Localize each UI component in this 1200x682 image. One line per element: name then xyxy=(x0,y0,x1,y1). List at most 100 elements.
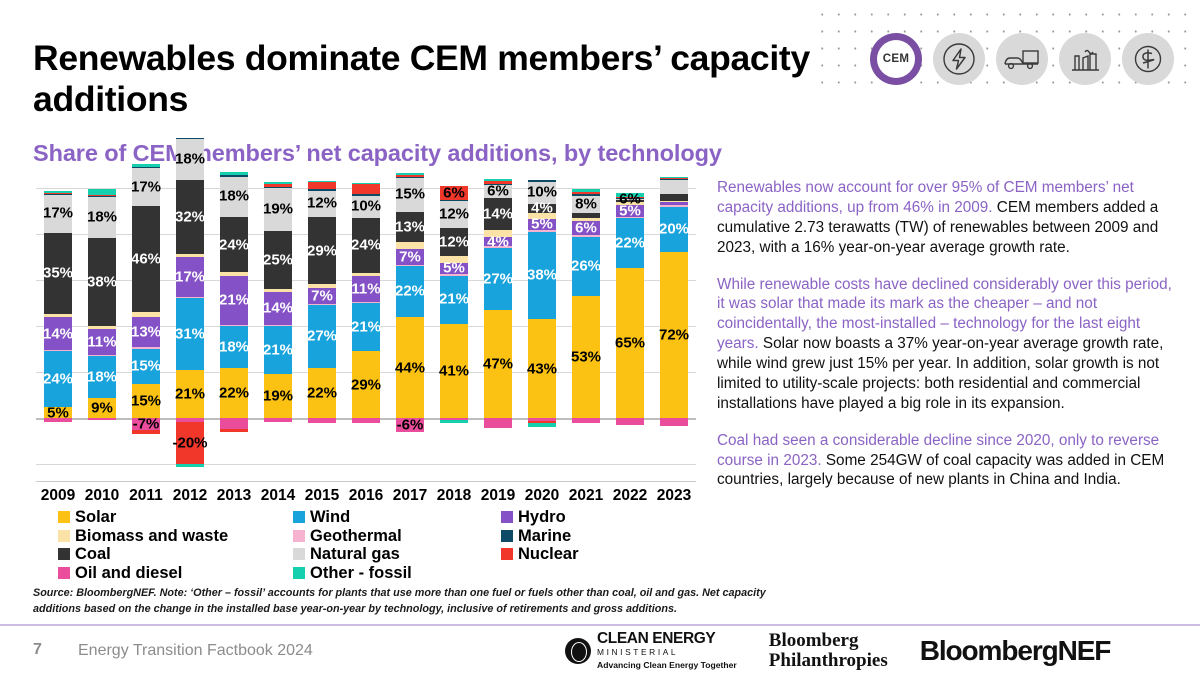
bar-segment[interactable] xyxy=(352,302,380,352)
bar-segment[interactable] xyxy=(396,211,424,242)
bar-segment[interactable] xyxy=(572,194,600,214)
bar-segment[interactable] xyxy=(220,324,248,327)
bar-column[interactable]: 72% 20% xyxy=(652,176,696,476)
bar-segment[interactable] xyxy=(88,237,116,326)
bar-segment[interactable] xyxy=(572,296,600,419)
bar-segment[interactable] xyxy=(440,199,468,202)
bar-column[interactable]: 5% 24% 14% 35% 17% xyxy=(36,176,80,476)
bar-segment[interactable] xyxy=(572,192,600,195)
bar-segment[interactable] xyxy=(88,189,116,195)
legend-item[interactable]: Hydro xyxy=(501,508,691,527)
bar-segment[interactable] xyxy=(132,163,160,167)
bar-segment[interactable] xyxy=(44,313,72,318)
bar-segment[interactable] xyxy=(44,317,72,350)
bar-segment[interactable] xyxy=(616,418,644,426)
bar-segment[interactable] xyxy=(132,347,160,350)
bar-segment[interactable] xyxy=(220,367,248,419)
bar-segment[interactable] xyxy=(308,180,336,183)
bar-segment[interactable] xyxy=(352,351,380,419)
bar-column[interactable]: -6% 44% 22% 7% 13% 15% xyxy=(388,172,432,476)
bar-segment[interactable] xyxy=(264,182,292,184)
bar-segment[interactable] xyxy=(264,183,292,187)
bar-segment[interactable] xyxy=(352,183,380,194)
legend-item[interactable]: Oil and diesel xyxy=(58,564,293,583)
bar-segment[interactable] xyxy=(88,329,116,355)
bar-segment[interactable] xyxy=(484,237,512,247)
bar-segment[interactable] xyxy=(440,255,468,263)
bar-segment[interactable] xyxy=(616,197,644,200)
bar-segment[interactable] xyxy=(396,264,424,267)
bar-segment[interactable] xyxy=(176,138,204,180)
bar-segment[interactable] xyxy=(396,175,424,177)
bar-segment[interactable] xyxy=(132,317,160,348)
bar-segment[interactable] xyxy=(396,172,424,176)
bar-segment[interactable] xyxy=(396,177,424,212)
bar-segment[interactable] xyxy=(88,196,116,238)
bar-segment[interactable] xyxy=(484,246,512,248)
bar-segment[interactable] xyxy=(528,218,556,231)
bar-segment[interactable] xyxy=(44,191,72,193)
bar-segment[interactable] xyxy=(176,298,204,370)
bar-segment[interactable] xyxy=(616,192,644,197)
bar-segment[interactable] xyxy=(176,369,204,419)
bar-segment[interactable] xyxy=(220,428,248,433)
bar-segment[interactable] xyxy=(484,179,512,181)
legend-item[interactable]: Geothermal xyxy=(293,527,501,546)
bar-segment[interactable] xyxy=(528,203,556,213)
bar-column[interactable]: 53% 26% 6% 8% xyxy=(564,176,608,476)
bar-segment[interactable] xyxy=(44,192,72,194)
bar-segment[interactable] xyxy=(616,200,644,202)
bar-column[interactable]: 9% 18% 11% 38% 18% xyxy=(80,176,124,476)
legend-item[interactable]: Biomass and waste xyxy=(58,527,293,546)
bar-segment[interactable] xyxy=(88,325,116,330)
bar-segment[interactable] xyxy=(440,274,468,276)
bar-segment[interactable] xyxy=(132,166,160,169)
bar-segment[interactable] xyxy=(440,185,468,200)
bar-segment[interactable] xyxy=(176,422,204,465)
bar-segment[interactable] xyxy=(132,312,160,318)
bar-segment[interactable] xyxy=(528,423,556,427)
cem-badge-icon[interactable]: CEM xyxy=(870,33,922,85)
bar-column[interactable]: 41% 21% 5% 12% 12% 6% xyxy=(432,176,476,476)
bar-segment[interactable] xyxy=(352,194,380,196)
bar-segment[interactable] xyxy=(220,276,248,325)
bar-column[interactable]: -7% 15% 15% 13% 46% 17% xyxy=(124,163,168,476)
bar-segment[interactable] xyxy=(572,221,600,236)
bar-segment[interactable] xyxy=(660,176,688,179)
legend-item[interactable]: Coal xyxy=(58,545,293,564)
bar-segment[interactable] xyxy=(528,230,556,232)
bar-column[interactable]: -20% 21% 31% 17% 32% 18% xyxy=(168,137,212,476)
bar-segment[interactable] xyxy=(572,189,600,193)
bar-segment[interactable] xyxy=(572,217,600,222)
bar-segment[interactable] xyxy=(308,305,336,368)
bar-segment[interactable] xyxy=(484,183,512,186)
bar-segment[interactable] xyxy=(528,231,556,320)
bar-segment[interactable] xyxy=(396,266,424,317)
bar-segment[interactable] xyxy=(176,257,204,297)
bar-segment[interactable] xyxy=(132,429,160,435)
bar-segment[interactable] xyxy=(264,418,292,423)
bar-segment[interactable] xyxy=(572,213,600,218)
bar-segment[interactable] xyxy=(440,419,468,423)
bar-segment[interactable] xyxy=(44,349,72,352)
bar-segment[interactable] xyxy=(220,175,248,218)
legend-item[interactable]: Marine xyxy=(501,527,691,546)
bar-segment[interactable] xyxy=(44,193,72,195)
bar-segment[interactable] xyxy=(308,303,336,306)
bar-segment[interactable] xyxy=(88,397,116,419)
bar-segment[interactable] xyxy=(528,418,556,421)
bar-segment[interactable] xyxy=(660,205,688,207)
bar-segment[interactable] xyxy=(352,418,380,423)
bar-segment[interactable] xyxy=(440,275,468,324)
bar-segment[interactable] xyxy=(484,180,512,184)
bar-segment[interactable] xyxy=(176,137,204,140)
bar-segment[interactable] xyxy=(660,418,688,426)
bar-segment[interactable] xyxy=(528,212,556,219)
bar-segment[interactable] xyxy=(264,326,292,375)
bar-segment[interactable] xyxy=(352,217,380,273)
bar-segment[interactable] xyxy=(484,197,512,231)
bar-segment[interactable] xyxy=(88,418,116,420)
bar-segment[interactable] xyxy=(308,287,336,304)
bar-segment[interactable] xyxy=(660,200,688,203)
bar-column[interactable]: 47% 27% 4% 14% 6% xyxy=(476,176,520,476)
